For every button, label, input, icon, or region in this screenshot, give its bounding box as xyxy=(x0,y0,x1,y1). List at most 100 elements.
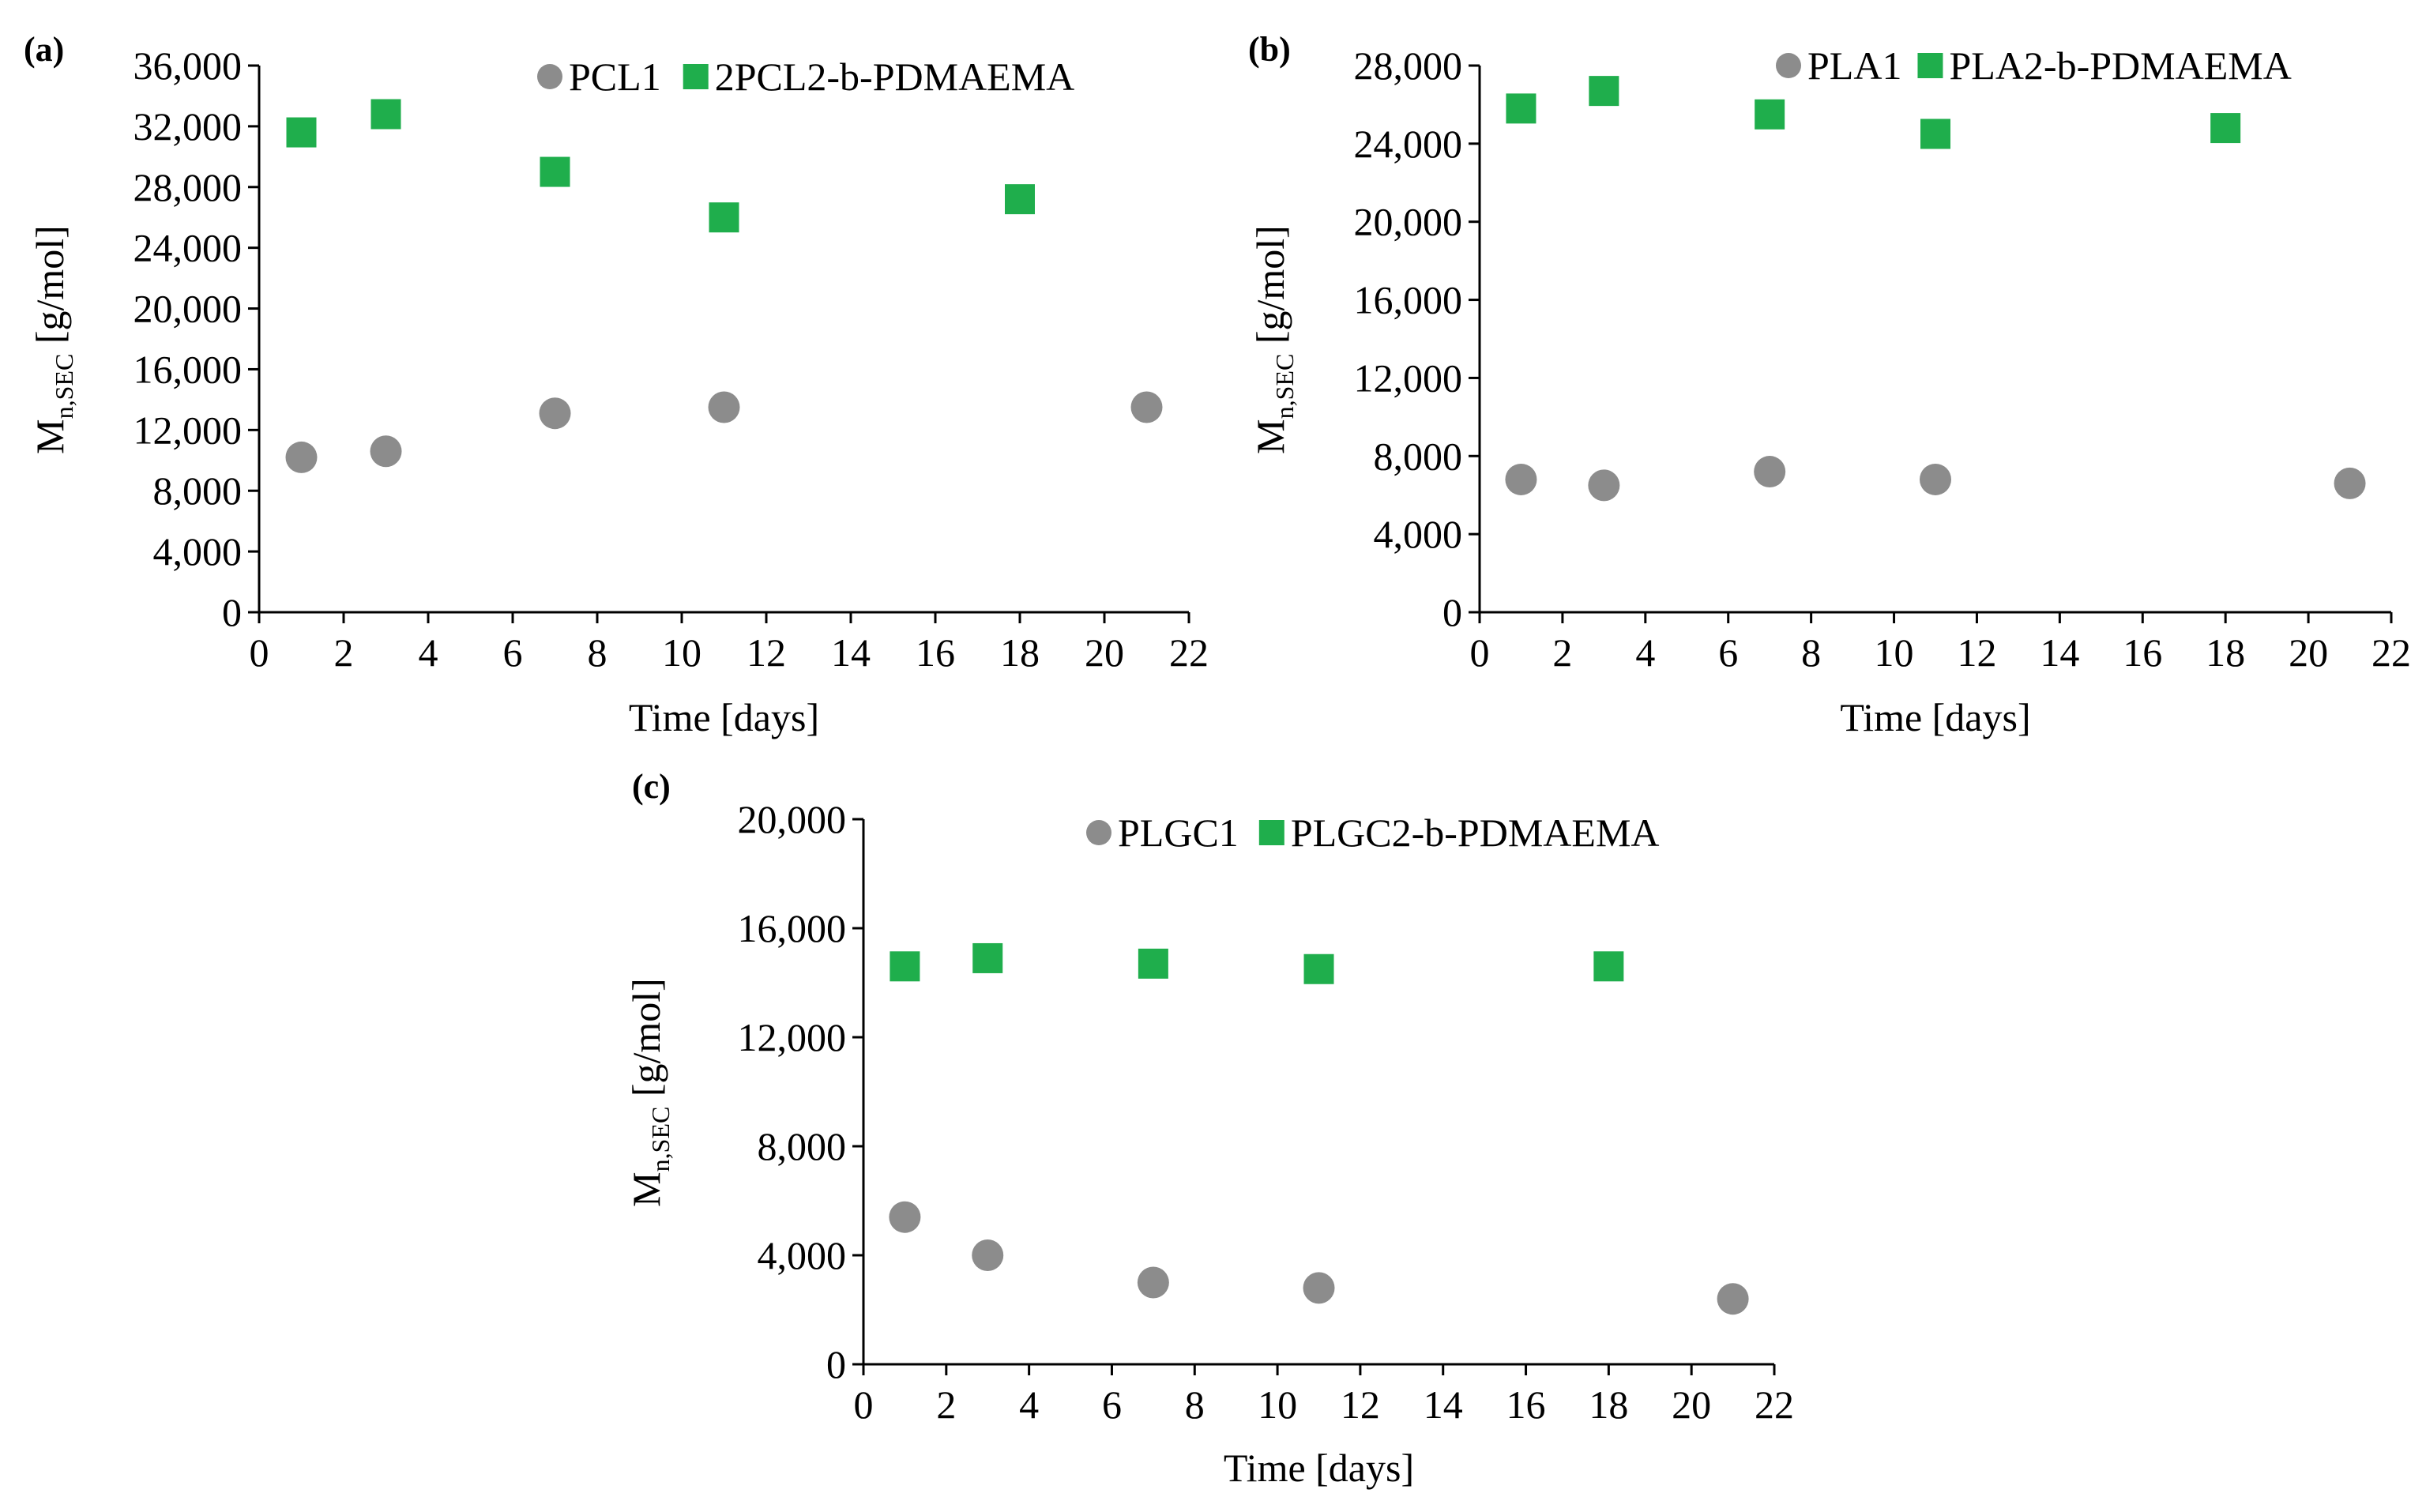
y-axis-title-unit: [g/mol] xyxy=(1248,225,1292,353)
x-tick-label: 14 xyxy=(1424,1382,1463,1427)
x-tick-label: 12 xyxy=(1341,1382,1380,1427)
y-tick-label: 0 xyxy=(222,590,242,634)
x-tick-label: 6 xyxy=(1718,630,1738,675)
legend-marker-pla1 xyxy=(1776,53,1801,78)
x-tick-label: 18 xyxy=(1000,630,1040,675)
y-tick-label: 4,000 xyxy=(758,1233,847,1277)
data-point-pla1 xyxy=(1505,463,1537,495)
x-tick-label: 12 xyxy=(747,630,786,675)
x-tick-label: 10 xyxy=(1258,1382,1297,1427)
data-point-2pcl2-b-pdmaema xyxy=(370,99,401,130)
legend-label: 2PCL2-b-PDMAEMA xyxy=(715,55,1075,99)
data-point-2pcl2-b-pdmaema xyxy=(286,117,317,148)
x-tick-label: 10 xyxy=(1875,630,1914,675)
y-axis-title: Mn,SEC [g/mol] xyxy=(624,978,675,1207)
data-point-plgc2-b-pdmaema xyxy=(890,951,920,982)
legend-label: PLA1 xyxy=(1807,43,1901,88)
y-tick-label: 0 xyxy=(1442,590,1462,634)
data-point-plgc1 xyxy=(1137,1266,1169,1299)
y-axis-title-subscript: n,SEC xyxy=(1270,354,1299,419)
data-point-pla2-b-pdmaema xyxy=(1920,118,1950,149)
legend-marker-pcl1 xyxy=(537,64,562,89)
y-tick-label: 12,000 xyxy=(738,1015,847,1059)
legend-marker-plgc2-b-pdmaema xyxy=(1258,820,1284,845)
data-point-plgc1 xyxy=(1303,1272,1335,1304)
y-axis-title-main: M xyxy=(28,419,72,453)
y-tick-label: 20,000 xyxy=(1354,200,1463,244)
data-point-pcl1 xyxy=(1130,391,1163,423)
data-point-pla1 xyxy=(2334,467,2366,499)
y-tick-label: 24,000 xyxy=(134,226,243,270)
data-point-plgc1 xyxy=(972,1239,1004,1271)
x-tick-label: 10 xyxy=(662,630,701,675)
legend-marker-pla2-b-pdmaema xyxy=(1917,53,1943,78)
data-point-pla2-b-pdmaema xyxy=(1506,93,1536,124)
legend-label: PCL1 xyxy=(569,55,661,99)
x-tick-label: 16 xyxy=(916,630,955,675)
x-tick-label: 18 xyxy=(2206,630,2245,675)
data-point-2pcl2-b-pdmaema xyxy=(540,156,570,187)
data-point-pla2-b-pdmaema xyxy=(1755,99,1785,130)
y-axis-title-main: M xyxy=(1248,419,1292,453)
y-tick-label: 36,000 xyxy=(134,43,243,88)
y-tick-label: 16,000 xyxy=(134,347,243,391)
y-axis-title-unit: [g/mol] xyxy=(624,978,668,1106)
y-tick-label: 0 xyxy=(826,1342,846,1386)
data-point-pla1 xyxy=(1754,456,1786,488)
x-tick-label: 12 xyxy=(1957,630,1996,675)
x-tick-label: 4 xyxy=(1019,1382,1039,1427)
data-point-plgc2-b-pdmaema xyxy=(1138,948,1168,979)
y-tick-label: 32,000 xyxy=(134,104,243,149)
y-axis-title-main: M xyxy=(624,1172,668,1206)
x-tick-label: 0 xyxy=(1470,630,1490,675)
x-tick-label: 22 xyxy=(1169,630,1209,675)
data-point-pla2-b-pdmaema xyxy=(1589,76,1619,107)
y-tick-label: 28,000 xyxy=(1354,43,1463,88)
x-tick-label: 8 xyxy=(1185,1382,1205,1427)
y-tick-label: 12,000 xyxy=(134,408,243,452)
y-tick-label: 28,000 xyxy=(134,165,243,209)
x-tick-label: 20 xyxy=(1085,630,1124,675)
x-axis-title: Time [days] xyxy=(629,695,819,739)
legend-label: PLGC2-b-PDMAEMA xyxy=(1291,811,1660,855)
legend-marker-plgc1 xyxy=(1086,820,1111,845)
legend-marker-2pcl2-b-pdmaema xyxy=(683,64,709,89)
legend-label: PLGC1 xyxy=(1118,811,1239,855)
y-tick-label: 20,000 xyxy=(134,287,243,331)
x-tick-label: 4 xyxy=(419,630,438,675)
y-tick-label: 16,000 xyxy=(738,906,847,950)
x-tick-label: 2 xyxy=(936,1382,956,1427)
x-tick-label: 6 xyxy=(503,630,523,675)
y-tick-label: 20,000 xyxy=(738,797,847,841)
x-tick-label: 0 xyxy=(854,1382,874,1427)
data-point-2pcl2-b-pdmaema xyxy=(1005,184,1035,215)
x-axis-title: Time [days] xyxy=(1840,695,2030,739)
data-point-plgc2-b-pdmaema xyxy=(1303,953,1334,984)
y-tick-label: 8,000 xyxy=(153,468,243,513)
y-tick-label: 4,000 xyxy=(153,529,243,574)
x-tick-label: 22 xyxy=(2371,630,2411,675)
x-tick-label: 8 xyxy=(588,630,607,675)
data-point-pla1 xyxy=(1588,469,1620,502)
data-point-2pcl2-b-pdmaema xyxy=(709,202,739,233)
legend-label: PLA2-b-PDMAEMA xyxy=(1949,43,2291,88)
data-point-pcl1 xyxy=(539,397,571,430)
y-axis-title-unit: [g/mol] xyxy=(28,225,72,353)
x-tick-label: 22 xyxy=(1755,1382,1794,1427)
x-tick-label: 14 xyxy=(2040,630,2079,675)
x-tick-label: 16 xyxy=(1506,1382,1546,1427)
x-tick-label: 16 xyxy=(2123,630,2162,675)
data-point-pcl1 xyxy=(370,435,402,468)
y-axis-title-subscript: n,SEC xyxy=(50,354,78,419)
y-tick-label: 8,000 xyxy=(758,1124,847,1168)
y-tick-label: 24,000 xyxy=(1354,122,1463,166)
panel-label: (b) xyxy=(1248,30,1291,69)
data-point-plgc1 xyxy=(1717,1283,1749,1315)
data-point-pla1 xyxy=(1920,463,1951,495)
data-point-pcl1 xyxy=(708,391,740,423)
panel-label: (a) xyxy=(24,30,64,69)
panel-b: 0 4,000 8,000 12,000 16,000 20,000 24,000 28,00… xyxy=(1248,30,2411,739)
x-tick-label: 20 xyxy=(2289,630,2328,675)
data-point-plgc2-b-pdmaema xyxy=(972,942,1003,973)
